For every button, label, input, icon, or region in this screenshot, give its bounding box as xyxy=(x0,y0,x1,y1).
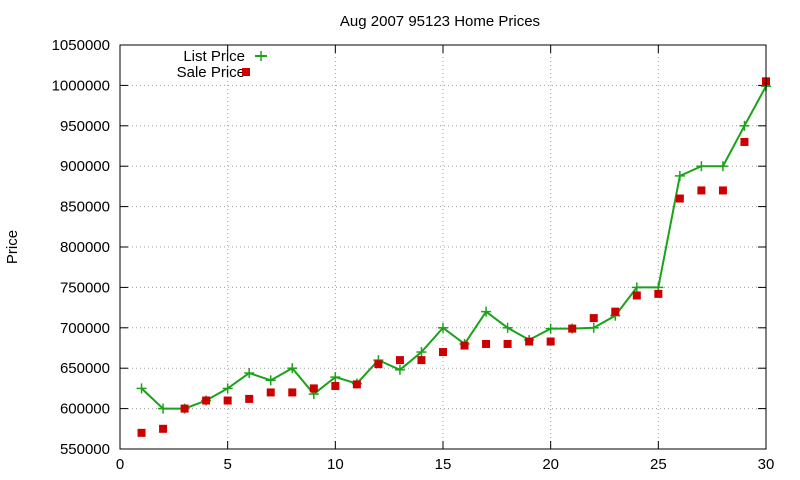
plot-border xyxy=(119,44,767,450)
data-point-sale-price xyxy=(331,381,340,390)
data-point-sale-price xyxy=(589,314,598,323)
data-point-sale-price xyxy=(159,424,168,433)
y-tick-label: 900000 xyxy=(60,158,110,175)
data-point-list-price xyxy=(416,347,427,358)
chart-title: Aug 2007 95123 Home Prices xyxy=(340,13,540,30)
data-point-sale-price xyxy=(611,307,620,316)
x-tick-label: 5 xyxy=(223,456,231,473)
data-point-sale-price xyxy=(568,324,577,333)
legend-label: Sale Price xyxy=(177,64,245,81)
data-point-sale-price xyxy=(740,137,749,146)
data-point-sale-price xyxy=(245,394,254,403)
data-point-sale-price xyxy=(632,291,641,300)
data-point-sale-price xyxy=(395,356,404,365)
axis-ticks: 0 5 10 15 20 25 30 550000 600000 650000 700000 7500… xyxy=(52,37,775,473)
data-point-list-price xyxy=(330,372,341,383)
data-point-sale-price xyxy=(309,384,318,393)
y-tick-label: 800000 xyxy=(60,239,110,256)
data-point-list-price xyxy=(481,306,492,317)
data-point-sale-price xyxy=(654,289,663,298)
y-tick-label: 850000 xyxy=(60,199,110,216)
x-tick-label: 15 xyxy=(435,456,452,473)
data-point-sale-price xyxy=(718,186,727,195)
y-tick-label: 750000 xyxy=(60,279,110,296)
x-tick-label: 20 xyxy=(542,456,559,473)
data-point-list-price xyxy=(265,375,276,386)
data-point-sale-price xyxy=(374,360,383,369)
y-tick-label: 650000 xyxy=(60,360,110,377)
x-tick-label: 0 xyxy=(116,456,124,473)
data-point-sale-price xyxy=(546,337,555,346)
data-point-sale-price xyxy=(266,388,275,397)
data-point-list-price xyxy=(674,170,685,181)
y-tick-label: 550000 xyxy=(60,441,110,458)
data-point-list-price xyxy=(545,323,556,334)
data-point-sale-price xyxy=(180,404,189,413)
y-tick-label: 700000 xyxy=(60,320,110,337)
data-point-list-price xyxy=(438,322,448,333)
y-axis-label: Price xyxy=(4,230,21,264)
data-point-list-price xyxy=(588,322,599,333)
data-point-list-price xyxy=(136,383,147,394)
data-point-list-price xyxy=(739,120,750,131)
data-point-list-price xyxy=(394,364,405,375)
data-point-sale-price xyxy=(697,186,706,195)
data-point-sale-price xyxy=(525,337,534,346)
legend-marker xyxy=(256,51,266,61)
data-point-sale-price xyxy=(288,388,297,397)
data-point-sale-price xyxy=(352,380,361,389)
data-point-sale-price xyxy=(503,339,512,348)
data-point-list-price xyxy=(502,322,513,333)
legend-label: List Price xyxy=(183,48,245,65)
x-tick-label: 10 xyxy=(327,456,344,473)
data-point-list-price xyxy=(287,363,298,374)
data-point-list-price xyxy=(696,161,707,172)
data-point-sale-price xyxy=(417,356,426,365)
x-tick-label: 30 xyxy=(758,456,775,473)
y-tick-label: 950000 xyxy=(60,118,110,135)
data-point-list-price xyxy=(631,282,642,293)
data-point-list-price xyxy=(717,161,728,172)
data-point-list-price xyxy=(158,403,169,414)
data-point-sale-price xyxy=(202,396,211,405)
grid-lines xyxy=(120,45,766,449)
series-layer xyxy=(136,77,771,437)
data-point-list-price xyxy=(244,368,255,379)
data-point-sale-price xyxy=(223,396,232,405)
x-tick-label: 25 xyxy=(650,456,667,473)
data-point-sale-price xyxy=(482,339,491,348)
data-point-sale-price xyxy=(675,194,684,203)
y-tick-label: 1050000 xyxy=(52,37,110,54)
y-tick-label: 600000 xyxy=(60,401,110,418)
data-point-sale-price xyxy=(137,428,146,437)
y-tick-label: 1000000 xyxy=(52,77,110,94)
legend-marker xyxy=(242,68,250,76)
data-point-sale-price xyxy=(439,348,447,357)
data-point-sale-price xyxy=(460,341,469,350)
series-line-list-price xyxy=(140,85,767,410)
data-point-list-price xyxy=(222,383,233,394)
